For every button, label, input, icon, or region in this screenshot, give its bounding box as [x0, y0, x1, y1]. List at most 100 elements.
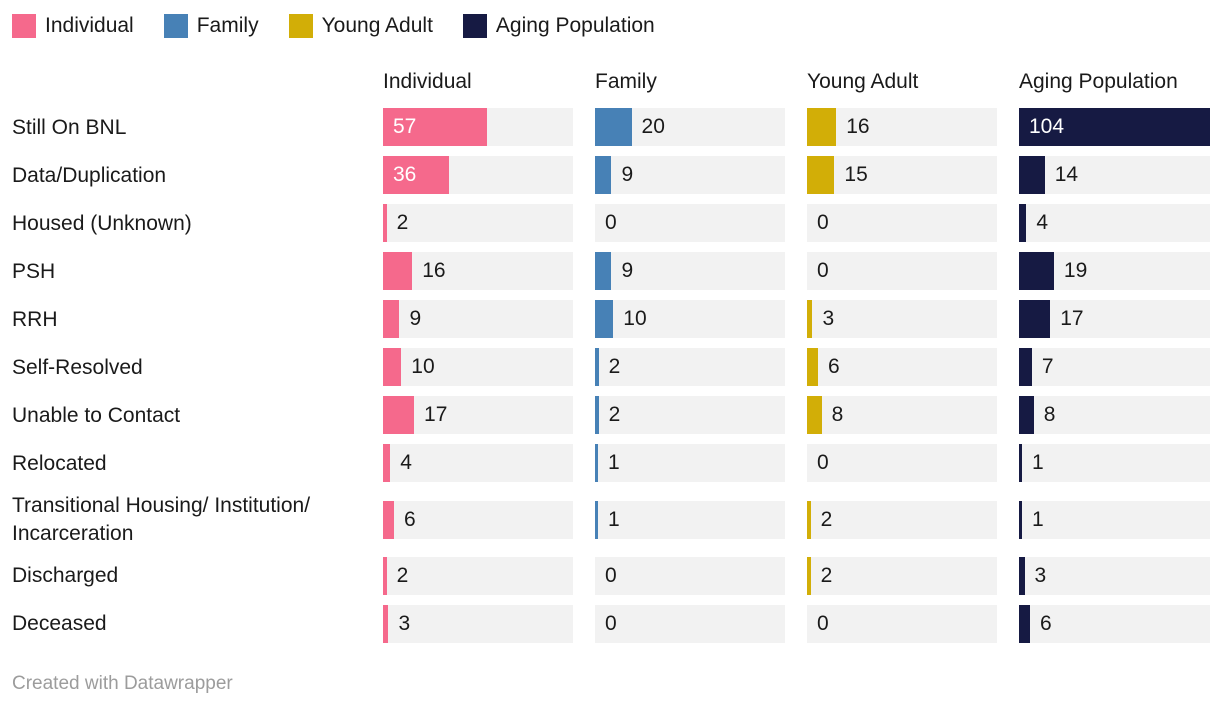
bar-track: 1 [1019, 444, 1210, 483]
bar [807, 300, 813, 339]
bar [595, 108, 632, 147]
bar-value: 2 [396, 211, 409, 235]
bar-track: 8 [1019, 396, 1210, 435]
bar-value: 0 [817, 259, 829, 283]
datawrapper-link[interactable]: Created with Datawrapper [12, 672, 233, 694]
bar-track: 0 [807, 444, 997, 483]
bar [595, 500, 598, 539]
bar-track: 17 [1019, 300, 1210, 339]
bar-track: 104 [1019, 108, 1210, 147]
bar-value: 7 [1041, 355, 1054, 379]
bar-value: 3 [822, 307, 835, 331]
legend-item-family: Family [163, 14, 259, 38]
bar [807, 500, 811, 539]
bar-value: 20 [641, 115, 665, 139]
bar [807, 156, 835, 195]
bar-track: 2 [595, 348, 785, 387]
legend-swatch-icon [12, 14, 36, 38]
bar-track: 7 [1019, 348, 1210, 387]
row-label: Still On BNL [12, 115, 127, 139]
bar-value: 3 [398, 611, 411, 635]
bar-value: 1 [608, 451, 620, 475]
attribution: Created with Datawrapper [12, 673, 1210, 695]
bar [595, 156, 612, 195]
bar-value: 6 [827, 355, 840, 379]
legend-label: Individual [45, 14, 134, 37]
bar-track: 19 [1019, 252, 1210, 291]
bar-track: 36 [383, 156, 573, 195]
bar-value: 4 [400, 451, 412, 475]
bar-track: 3 [383, 604, 573, 643]
bar-track: 2 [807, 500, 997, 539]
bar-value: 0 [817, 611, 829, 635]
column-header-aging-population: Aging Population [1019, 70, 1178, 93]
bar: 57 [383, 108, 488, 147]
bar [383, 204, 387, 243]
bar-value: 1 [1032, 451, 1044, 475]
row-label: Deceased [12, 612, 107, 636]
legend-label: Aging Population [495, 14, 655, 37]
bar-track: 0 [595, 204, 785, 243]
bar-track: 17 [383, 396, 573, 435]
row-label: Unable to Contact [12, 403, 181, 427]
table-row: PSH 16 9 0 19 [12, 252, 1210, 291]
bar-value: 15 [844, 163, 868, 187]
bar-value: 0 [817, 451, 829, 475]
bar-value: 17 [424, 403, 448, 427]
bar-value: 16 [846, 115, 870, 139]
bar-value: 104 [1029, 115, 1065, 139]
bar-value: 36 [393, 163, 417, 187]
bar [595, 444, 598, 483]
bar-track: 0 [595, 556, 785, 595]
bar-track: 9 [595, 156, 785, 195]
table-row: Deceased 3 0 0 6 [12, 604, 1210, 643]
legend-item-individual: Individual [12, 14, 134, 38]
bar-track: 16 [807, 108, 997, 147]
bar-track: 9 [595, 252, 785, 291]
bar-value: 17 [1060, 307, 1084, 331]
bar [1019, 500, 1022, 539]
bar-track: 8 [807, 396, 997, 435]
bar-track: 10 [595, 300, 785, 339]
chart-page: Individual Family Young Adult Aging Populat… [12, 14, 1210, 695]
bar-value: 8 [831, 403, 844, 427]
row-label: Data/Duplication [12, 163, 167, 187]
bar-value: 6 [403, 507, 416, 531]
bar [595, 396, 599, 435]
legend-label: Young Adult [321, 14, 433, 37]
bar-value: 1 [608, 507, 620, 531]
bar-value: 1 [1032, 507, 1044, 531]
bar-track: 2 [383, 204, 573, 243]
bar-value: 14 [1054, 163, 1079, 187]
column-headers: Individual Family Young Adult Aging Populat… [12, 69, 1210, 95]
column-header-family: Family [595, 70, 657, 93]
bar-track: 0 [595, 604, 785, 643]
bar-value: 57 [393, 115, 417, 139]
bar [1019, 348, 1032, 387]
column-header-individual: Individual [383, 70, 472, 93]
bar-track: 3 [807, 300, 997, 339]
bar-value: 8 [1043, 403, 1056, 427]
bar-value: 9 [621, 259, 634, 283]
bar-value: 0 [605, 211, 617, 235]
table-row: Data/Duplication 36 9 15 14 [12, 156, 1210, 195]
bar-track: 3 [1019, 556, 1210, 595]
legend-swatch-icon [462, 14, 487, 38]
bar-track: 20 [595, 108, 785, 147]
bar-value: 0 [605, 611, 617, 635]
bar [595, 348, 599, 387]
bar: 104 [1019, 108, 1210, 147]
bar-track: 15 [807, 156, 997, 195]
bar-value: 2 [608, 355, 621, 379]
bar [383, 500, 394, 539]
bar [807, 556, 811, 595]
bar [595, 252, 612, 291]
bar-track: 2 [807, 556, 997, 595]
bar-track: 2 [595, 396, 785, 435]
row-label: Discharged [12, 564, 119, 588]
bar-track: 6 [383, 500, 573, 539]
bar-value: 2 [820, 507, 833, 531]
bar [807, 108, 837, 147]
bar-value: 10 [623, 307, 647, 331]
bar-track: 10 [383, 348, 573, 387]
